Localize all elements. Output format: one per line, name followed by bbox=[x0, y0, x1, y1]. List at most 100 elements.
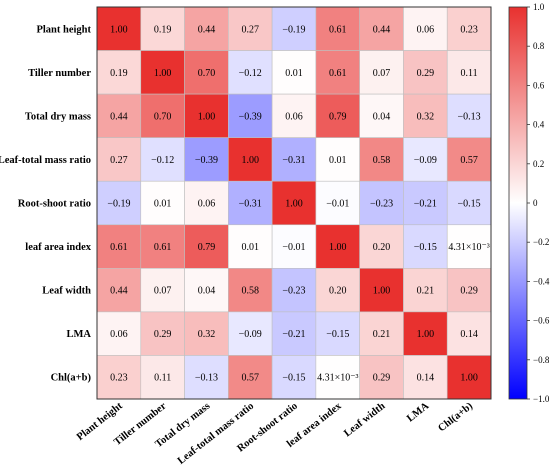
heatmap-cell bbox=[403, 137, 448, 182]
cell-value-label: 0.61 bbox=[329, 68, 347, 79]
row-label: Total dry mass bbox=[25, 111, 91, 122]
cell-value-label: 0.07 bbox=[154, 286, 172, 297]
heatmap-cell bbox=[228, 6, 273, 51]
heatmap-cell bbox=[140, 6, 185, 51]
cell-value-label: 1.00 bbox=[154, 68, 172, 79]
heatmap-cell bbox=[446, 180, 492, 226]
colorbar bbox=[508, 6, 528, 400]
heatmap-cell bbox=[271, 224, 317, 269]
cell-value-label: −0.09 bbox=[414, 155, 437, 166]
cell-value-label: 0.20 bbox=[329, 286, 347, 297]
heatmap-cell bbox=[228, 355, 273, 400]
cell-value-label: 0.57 bbox=[460, 155, 478, 166]
cell-value-label: 0.32 bbox=[417, 111, 435, 122]
heatmap-cell bbox=[96, 224, 142, 269]
heatmap-cells: 1.00 0.19 0.44 0.27 −0.19 0.61 0.44 0.06 0.23 0.1… bbox=[96, 6, 492, 400]
heatmap-cell bbox=[140, 224, 185, 269]
heatmap-cell bbox=[228, 93, 273, 138]
heatmap-cell bbox=[446, 224, 492, 269]
heatmap-cell bbox=[315, 355, 360, 400]
heatmap-cell bbox=[359, 93, 404, 138]
cell-value-label: 0.04 bbox=[373, 111, 391, 122]
column-label: Leaf-total mass ratio bbox=[176, 401, 256, 467]
heatmap-cell bbox=[228, 50, 273, 95]
heatmap-cell bbox=[228, 311, 273, 356]
heatmap-cell bbox=[140, 180, 185, 226]
cell-value-label: 0.19 bbox=[154, 24, 172, 35]
cell-value-label: 0.27 bbox=[241, 24, 259, 35]
colorbar-tick-label: −0.4 bbox=[533, 276, 550, 286]
heatmap-cell bbox=[96, 93, 142, 138]
heatmap-frame bbox=[96, 6, 492, 400]
cell-value-label: 1.00 bbox=[373, 286, 391, 297]
cell-value-label: 0.01 bbox=[329, 155, 347, 166]
heatmap-cell bbox=[140, 355, 185, 400]
cell-value-label: 0.58 bbox=[373, 155, 391, 166]
colorbar-tick-label: 0.6 bbox=[533, 80, 545, 90]
heatmap-cell bbox=[446, 93, 492, 138]
cell-value-label: −0.01 bbox=[282, 242, 305, 253]
colorbar-tick-label: 0.2 bbox=[533, 159, 544, 169]
cell-value-label: 0.44 bbox=[198, 24, 216, 35]
cell-value-label: 0.01 bbox=[154, 199, 172, 210]
cell-value-label: 0.23 bbox=[460, 24, 478, 35]
cell-value-label: 0.21 bbox=[417, 286, 435, 297]
cell-value-label: −0.23 bbox=[370, 199, 393, 210]
cell-value-label: 0.27 bbox=[110, 155, 128, 166]
colorbar-tick-label: −0.8 bbox=[533, 355, 550, 365]
cell-value-label: −0.15 bbox=[282, 373, 305, 384]
heatmap-cell bbox=[228, 137, 273, 182]
heatmap-cell bbox=[359, 50, 404, 95]
cell-value-label: 1.00 bbox=[110, 24, 128, 35]
cell-value-label: −0.15 bbox=[458, 199, 481, 210]
colorbar-tick-label: −0.6 bbox=[533, 316, 550, 326]
heatmap-cell bbox=[271, 311, 317, 356]
cell-value-label: 0.32 bbox=[198, 329, 216, 340]
heatmap-cell bbox=[140, 137, 185, 182]
cell-value-label: 0.06 bbox=[417, 24, 435, 35]
cell-value-label: 1.00 bbox=[417, 329, 435, 340]
heatmap-cell bbox=[271, 355, 317, 400]
heatmap-cell bbox=[184, 93, 229, 138]
cell-value-label: −0.15 bbox=[414, 242, 437, 253]
heatmap-cell bbox=[446, 355, 492, 400]
cell-value-label: 0.20 bbox=[373, 242, 391, 253]
row-label: Root-shoot ratio bbox=[18, 199, 91, 210]
heatmap-cell bbox=[184, 50, 229, 95]
heatmap-cell bbox=[271, 268, 317, 313]
cell-value-label: 0.61 bbox=[329, 24, 347, 35]
cell-value-label: 0.57 bbox=[241, 373, 259, 384]
column-label: Chl(a+b) bbox=[436, 400, 475, 434]
cell-value-label: 0.19 bbox=[110, 68, 128, 79]
cell-value-label: 0.70 bbox=[198, 68, 216, 79]
colorbar-ticks: −1.0 −0.8 −0.6 −0.4 −0.2 0 0.2 0.4 0.6 0.8 1.0 bbox=[527, 2, 550, 404]
heatmap-cell bbox=[315, 311, 360, 356]
cell-value-label: −0.12 bbox=[151, 155, 174, 166]
heatmap-cell bbox=[446, 50, 492, 95]
cell-value-label: 0.61 bbox=[110, 242, 128, 253]
cell-value-label: 0.11 bbox=[154, 373, 171, 384]
cell-value-label: 0.06 bbox=[198, 199, 216, 210]
heatmap-cell bbox=[96, 311, 142, 356]
cell-value-label: 0.44 bbox=[110, 111, 128, 122]
colorbar-tick-label: −1.0 bbox=[533, 394, 550, 404]
heatmap-cell bbox=[96, 137, 142, 182]
colorbar-tick-label: 1.0 bbox=[533, 2, 545, 12]
heatmap-cell bbox=[228, 180, 273, 226]
cell-value-label: −0.12 bbox=[239, 68, 262, 79]
cell-value-label: 0.29 bbox=[460, 286, 478, 297]
cell-value-label: 0.01 bbox=[285, 68, 303, 79]
row-label: leaf area index bbox=[25, 242, 91, 253]
heatmap-cell bbox=[271, 50, 317, 95]
row-label: Tiller number bbox=[28, 68, 91, 79]
cell-value-label: −0.01 bbox=[326, 199, 349, 210]
cell-value-label: 1.00 bbox=[241, 155, 259, 166]
cell-value-label: −0.21 bbox=[414, 199, 437, 210]
heatmap-cell bbox=[446, 137, 492, 182]
heatmap-cell bbox=[184, 355, 229, 400]
heatmap-cell bbox=[315, 180, 360, 226]
heatmap-cell bbox=[140, 268, 185, 313]
cell-value-label: −0.15 bbox=[326, 329, 349, 340]
